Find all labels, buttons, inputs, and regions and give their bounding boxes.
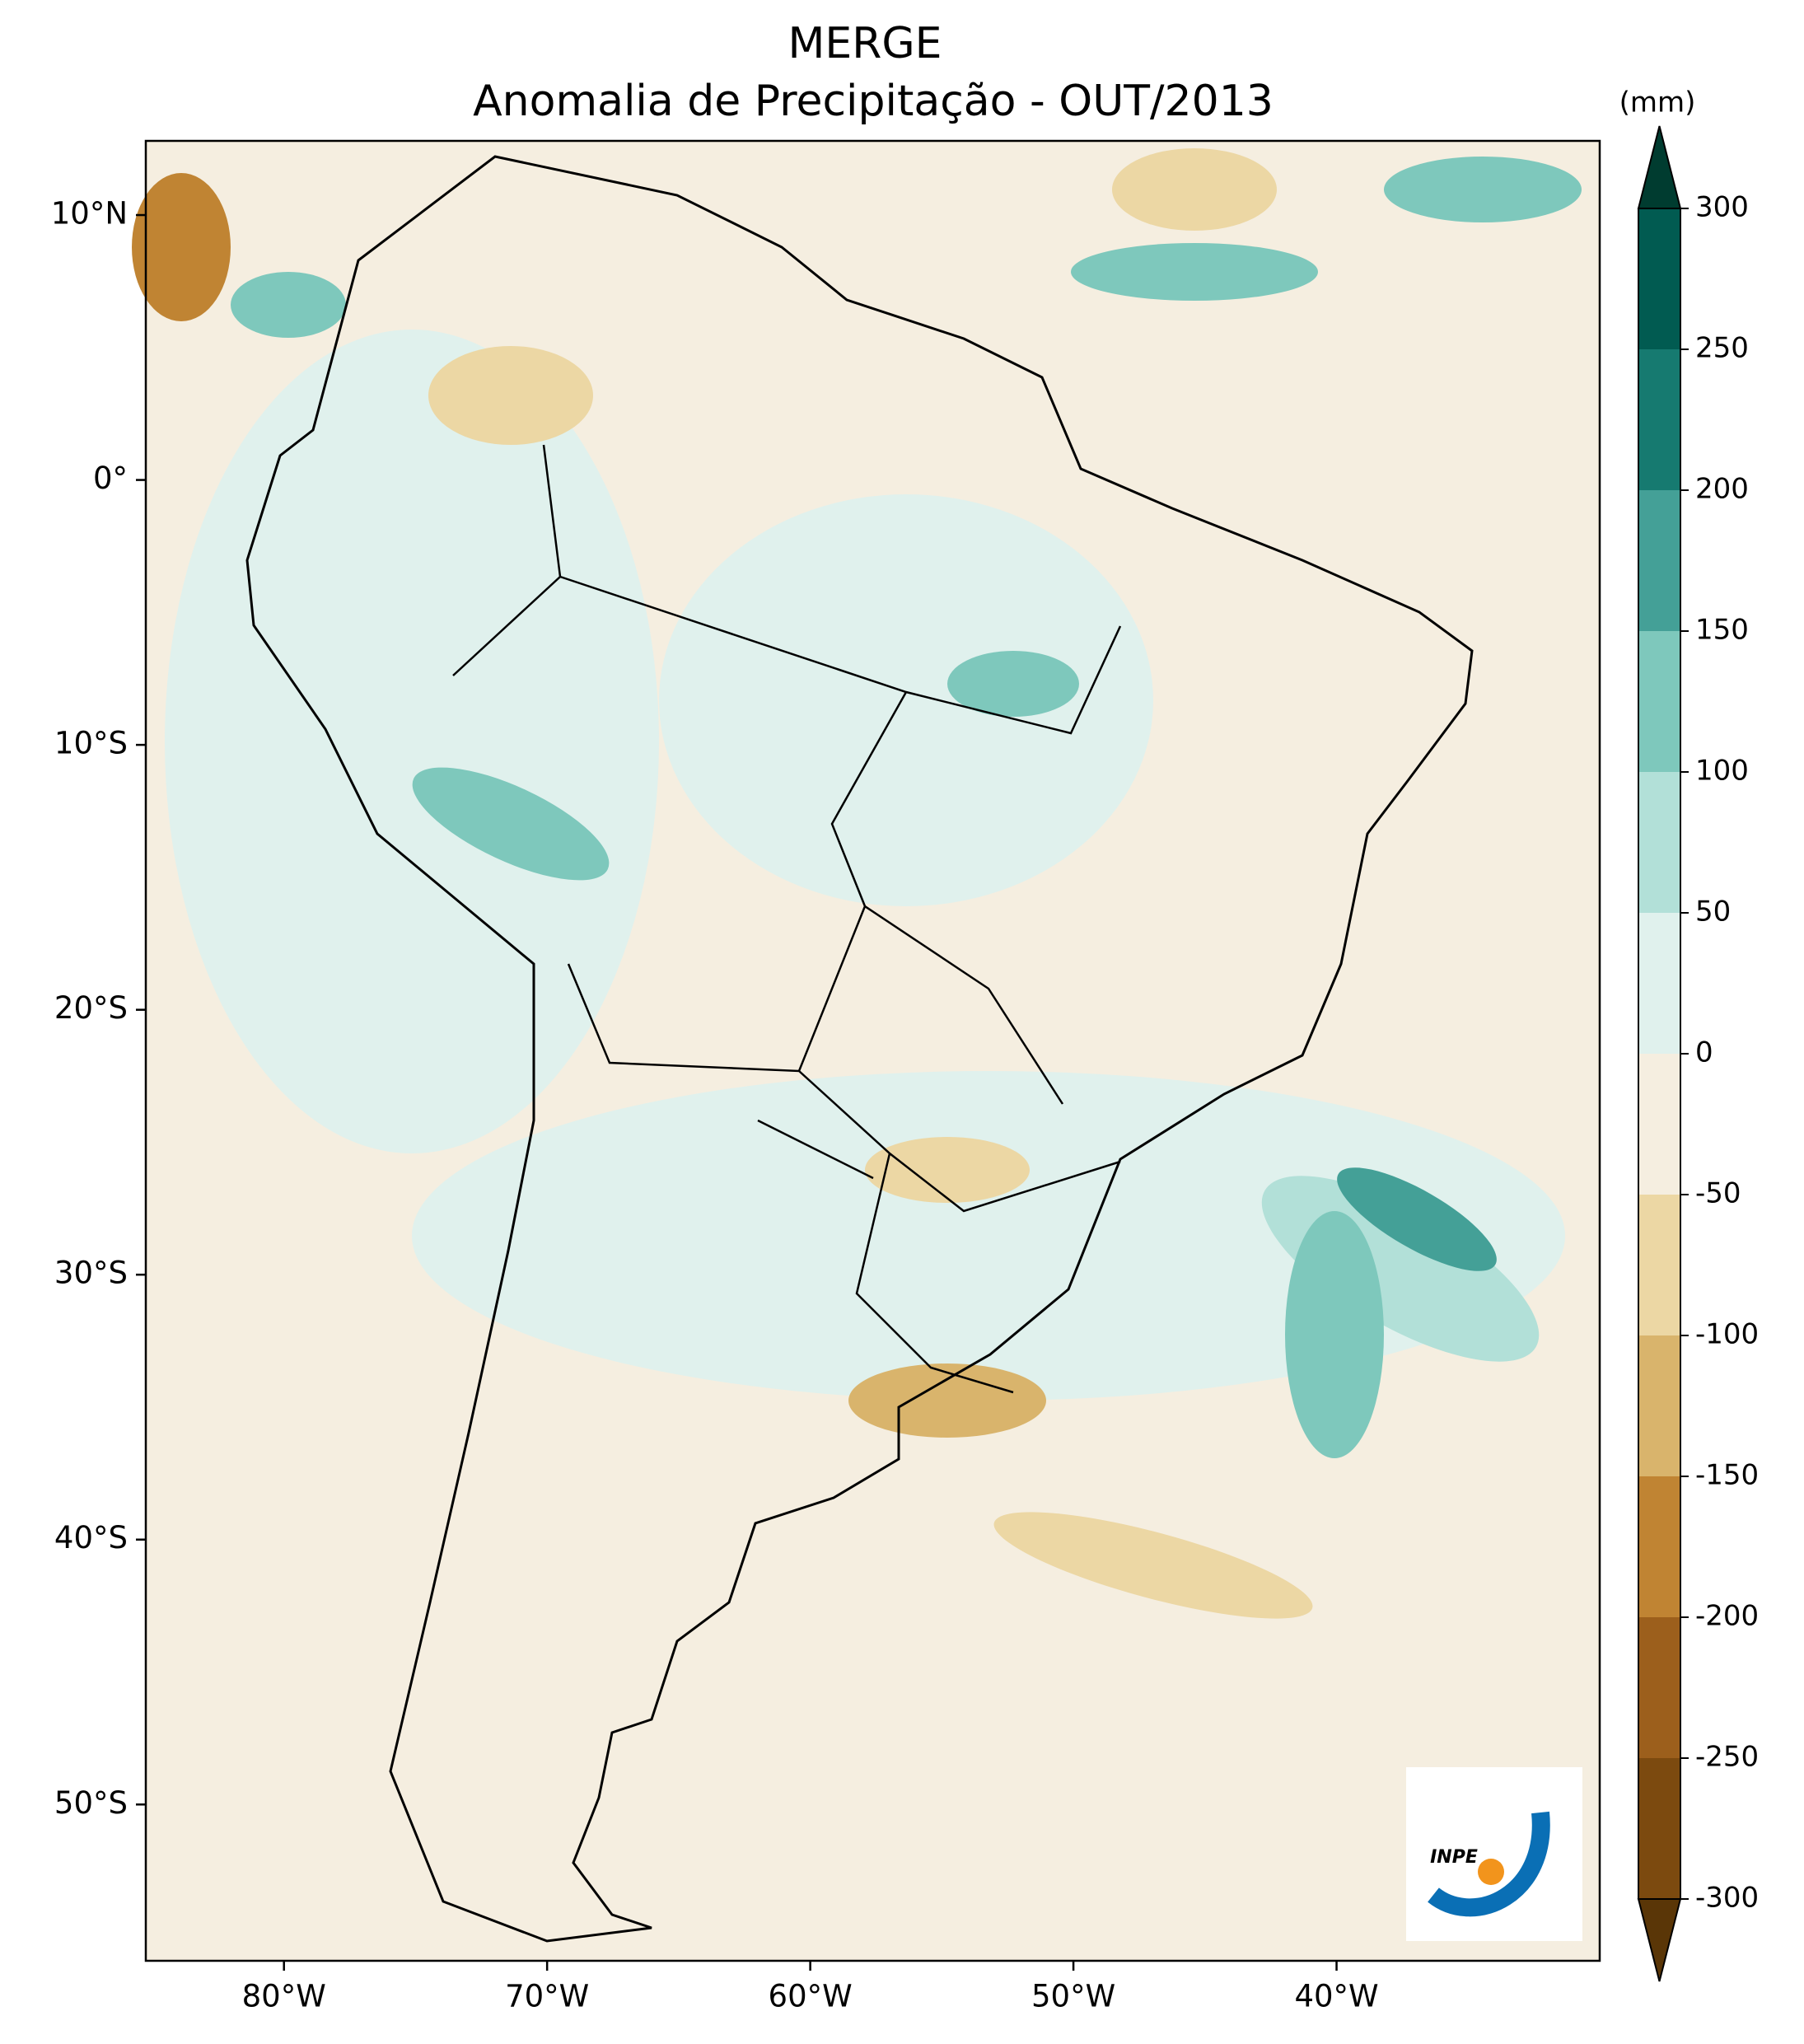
field (428, 346, 593, 445)
field (231, 272, 346, 338)
map: INPE (132, 139, 1601, 1962)
colorbar-bin (1638, 1476, 1680, 1617)
field (1285, 1211, 1384, 1458)
colorbar-bin (1638, 913, 1680, 1054)
field (848, 1363, 1046, 1438)
coastline (245, 155, 1474, 1943)
colorbar-tick-label: 50 (1695, 896, 1731, 928)
y-tick-label: 40°S (54, 1520, 128, 1555)
colorbar-bin (1638, 1195, 1680, 1335)
x-tick-label: 70°W (505, 1979, 589, 2014)
colorbar-tick-label: -200 (1695, 1600, 1759, 1633)
x-tick-label: 60°W (769, 1979, 853, 2014)
field (412, 1071, 1565, 1401)
y-tick-label: 10°S (54, 726, 128, 761)
x-tick-label: 50°W (1031, 1979, 1115, 2014)
anomaly-field (132, 148, 1582, 1619)
y-tick-label: 10°N (51, 196, 128, 232)
field (865, 1137, 1030, 1203)
colorbar-tick-label: -300 (1695, 1882, 1759, 1915)
colorbar-tick-label: 150 (1695, 614, 1749, 647)
field (1337, 1167, 1497, 1271)
colorbar-tick-label: 0 (1695, 1036, 1713, 1069)
colorbar-bin (1638, 1758, 1680, 1899)
colorbar-tick-label: 200 (1695, 473, 1749, 506)
field (659, 494, 1153, 906)
chart-title: MERGE (787, 19, 942, 68)
logo-arc (1428, 1811, 1550, 1917)
x-tick-label: 80°W (242, 1979, 326, 2014)
colorbar-bin (1638, 631, 1680, 772)
map-frame (144, 139, 1601, 1962)
x-tick-label: 40°W (1294, 1979, 1378, 2014)
y-tick-label: 50°S (54, 1785, 128, 1821)
field (412, 767, 610, 881)
logo-text: INPE (1430, 1847, 1478, 1868)
y-tick-label: 30°S (54, 1256, 128, 1291)
colorbar-tick-label: -250 (1695, 1741, 1759, 1774)
chart-subtitle: Anomalia de Precipitação - OUT/2013 (473, 77, 1274, 126)
colorbar-tick-label: -100 (1695, 1318, 1759, 1351)
y-tick-label: 20°S (54, 990, 128, 1026)
field (993, 1512, 1313, 1619)
colorbar-tick-label: 250 (1695, 332, 1749, 365)
field (1071, 243, 1318, 301)
colorbar-tick-label: 100 (1695, 755, 1749, 788)
colorbar-tick-label: 300 (1695, 191, 1749, 224)
colorbar-tick-label: -50 (1695, 1177, 1741, 1210)
field (165, 330, 659, 1153)
colorbar-extend-max (1637, 125, 1682, 209)
field (132, 173, 231, 321)
field (1112, 148, 1277, 231)
borders (452, 444, 1122, 1394)
colorbar-tick-label: -150 (1695, 1459, 1759, 1492)
colorbar-bin (1638, 772, 1680, 913)
field (947, 651, 1079, 717)
field (1384, 157, 1582, 222)
colorbar-label: (mm) (1619, 87, 1696, 119)
colorbar-bin (1638, 1617, 1680, 1758)
colorbar-bin (1638, 490, 1680, 631)
logo-dot (1478, 1859, 1504, 1885)
colorbar-bin (1638, 1054, 1680, 1195)
colorbar-bin (1638, 349, 1680, 490)
colorbar-bin (1638, 1335, 1680, 1476)
colorbar-bin (1638, 208, 1680, 349)
colorbar-extend-min (1637, 1898, 1682, 1982)
y-tick-label: 0° (93, 461, 128, 496)
